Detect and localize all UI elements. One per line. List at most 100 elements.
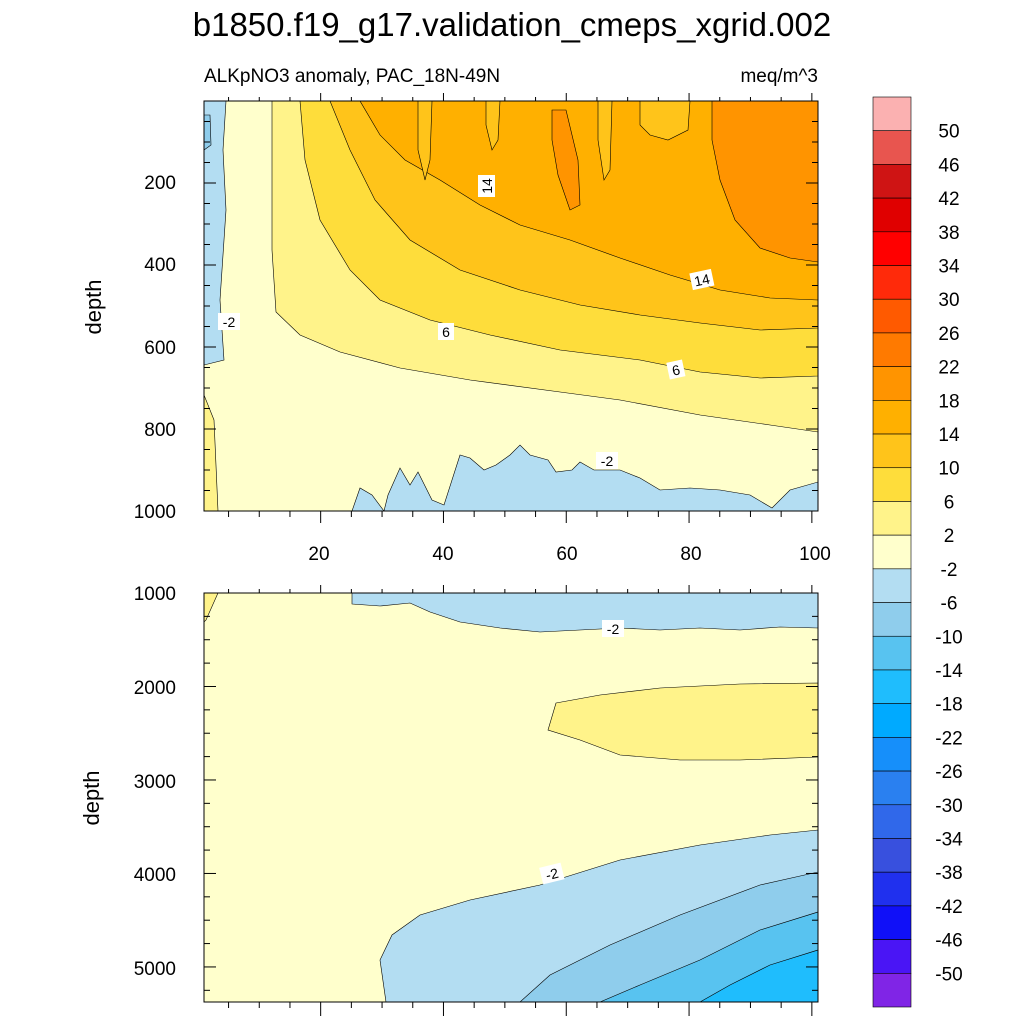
colorbar-label: 38 [938, 223, 959, 244]
colorbar-swatch [872, 972, 912, 1008]
colorbar-swatch [872, 197, 912, 233]
bottom-fill-yellow-lens [547, 682, 818, 761]
colorbar-label: 14 [938, 425, 960, 446]
colorbar-swatch [872, 96, 912, 132]
colorbar-label: -34 [935, 829, 963, 850]
svg-text:6: 6 [671, 361, 682, 378]
contour-label: -2 [596, 452, 618, 469]
top-y-tick-label: 400 [144, 255, 176, 276]
colorbar-label: 50 [938, 122, 959, 143]
contour-label: -2 [539, 862, 565, 885]
colorbar-label: 34 [938, 257, 960, 278]
colorbar-label: 10 [938, 459, 959, 480]
colorbar-swatch [872, 635, 912, 671]
bottom-panel-frame [203, 592, 819, 1003]
top-fill-finger-4 [639, 101, 691, 141]
top-y-axis-title: depth [81, 279, 106, 334]
colorbar-swatch [872, 400, 912, 435]
top-fill-finger-1 [417, 101, 433, 181]
top-fill-blue-bottom [204, 444, 818, 511]
colorbar-label: 26 [938, 324, 959, 345]
colorbar-swatch [872, 501, 912, 536]
chart-subtitle-left: ALKpNO3 anomaly, PAC_18N-49N [204, 66, 500, 87]
colorbar-swatch [872, 164, 912, 199]
svg-text:-2: -2 [607, 621, 620, 637]
colorbar-swatch [872, 534, 912, 570]
svg-text:-2: -2 [223, 314, 236, 330]
colorbar-swatch [872, 231, 912, 266]
colorbar-label: -38 [935, 863, 962, 884]
top-fill-blue-left [204, 101, 227, 366]
svg-text:-2: -2 [544, 865, 560, 884]
contour-label: -2 [602, 620, 624, 637]
colorbar-swatch [872, 905, 912, 940]
contour-label: 6 [666, 359, 686, 380]
top-fill-yellow-bottom-left [204, 394, 219, 511]
bottom-panel-fills [204, 593, 818, 1002]
colorbar-label: -10 [935, 627, 962, 648]
colorbar-swatch [872, 838, 912, 873]
contour-label: -2 [218, 313, 240, 330]
bottom-fill-blue-deep-4 [699, 949, 818, 1002]
colorbar-swatch [872, 602, 912, 637]
top-x-tick-label: 40 [432, 544, 453, 565]
colorbar-label: 2 [944, 526, 955, 547]
colorbar-swatch [872, 770, 912, 806]
colorbar-swatch [872, 737, 912, 772]
top-fill-finger-3 [597, 101, 613, 181]
colorbar-swatch [872, 568, 912, 603]
colorbar-label: 22 [938, 358, 959, 379]
top-x-tick-label: 100 [799, 544, 831, 565]
colorbar-swatch [872, 669, 912, 704]
colorbar-label: -50 [935, 964, 962, 985]
colorbar-label: -46 [935, 931, 962, 952]
colorbar: 50 46 42 38 34 30 26 22 18 14 10 6 2 -2 -6 -10 -14 -18 -22… [872, 96, 963, 1008]
svg-text:14: 14 [693, 271, 712, 290]
colorbar-label: -6 [941, 594, 958, 615]
bottom-y-tick-label: 2000 [134, 678, 176, 699]
bottom-contour-labels: -2 -2 [539, 620, 624, 885]
colorbar-swatch [872, 939, 912, 974]
colorbar-swatch [872, 433, 912, 469]
top-x-tick-label: 80 [680, 544, 701, 565]
colorbar-label: -18 [935, 695, 962, 716]
top-fill-18to22-right [711, 101, 818, 263]
colorbar-label: 18 [938, 391, 959, 412]
top-y-tick-label: 200 [144, 173, 176, 194]
colorbar-label: 6 [944, 492, 955, 513]
colorbar-label: 46 [938, 155, 959, 176]
colorbar-swatch [872, 804, 912, 839]
top-fill-14to18 [359, 101, 818, 301]
colorbar-label: -42 [935, 897, 962, 918]
colorbar-label: -26 [935, 762, 962, 783]
bottom-y-axis-title: depth [79, 770, 104, 825]
colorbar-swatch [872, 703, 912, 738]
svg-text:-2: -2 [601, 453, 614, 469]
colorbar-label: -14 [935, 661, 963, 682]
top-y-tick-label: 800 [144, 420, 176, 441]
bottom-y-tick-label: 1000 [134, 584, 176, 605]
colorbar-label: 42 [938, 189, 959, 210]
colorbar-swatch [872, 130, 912, 165]
top-x-tick-label: 60 [556, 544, 577, 565]
contour-label: 6 [438, 323, 454, 340]
bottom-axis-ticks [204, 585, 818, 1016]
top-panel-fills [204, 101, 818, 511]
chart-title: b1850.f19_g17.validation_cmeps_xgrid.002 [193, 6, 831, 43]
top-y-tick-label: 600 [144, 338, 176, 359]
top-fill-blue-left-deep [204, 114, 212, 151]
top-fill-finger-2 [485, 101, 501, 151]
top-x-tick-label: 20 [308, 544, 329, 565]
colorbar-label: -2 [941, 560, 958, 581]
bottom-y-tick-label: 5000 [134, 959, 176, 980]
colorbar-swatch [872, 366, 912, 401]
chart-units: meq/m^3 [740, 66, 818, 87]
svg-text:14: 14 [479, 178, 495, 194]
colorbar-swatch [872, 298, 912, 334]
colorbar-swatch [872, 265, 912, 300]
colorbar-swatch [872, 871, 912, 907]
colorbar-label: -22 [935, 728, 962, 749]
contour-label: 14 [689, 268, 715, 291]
